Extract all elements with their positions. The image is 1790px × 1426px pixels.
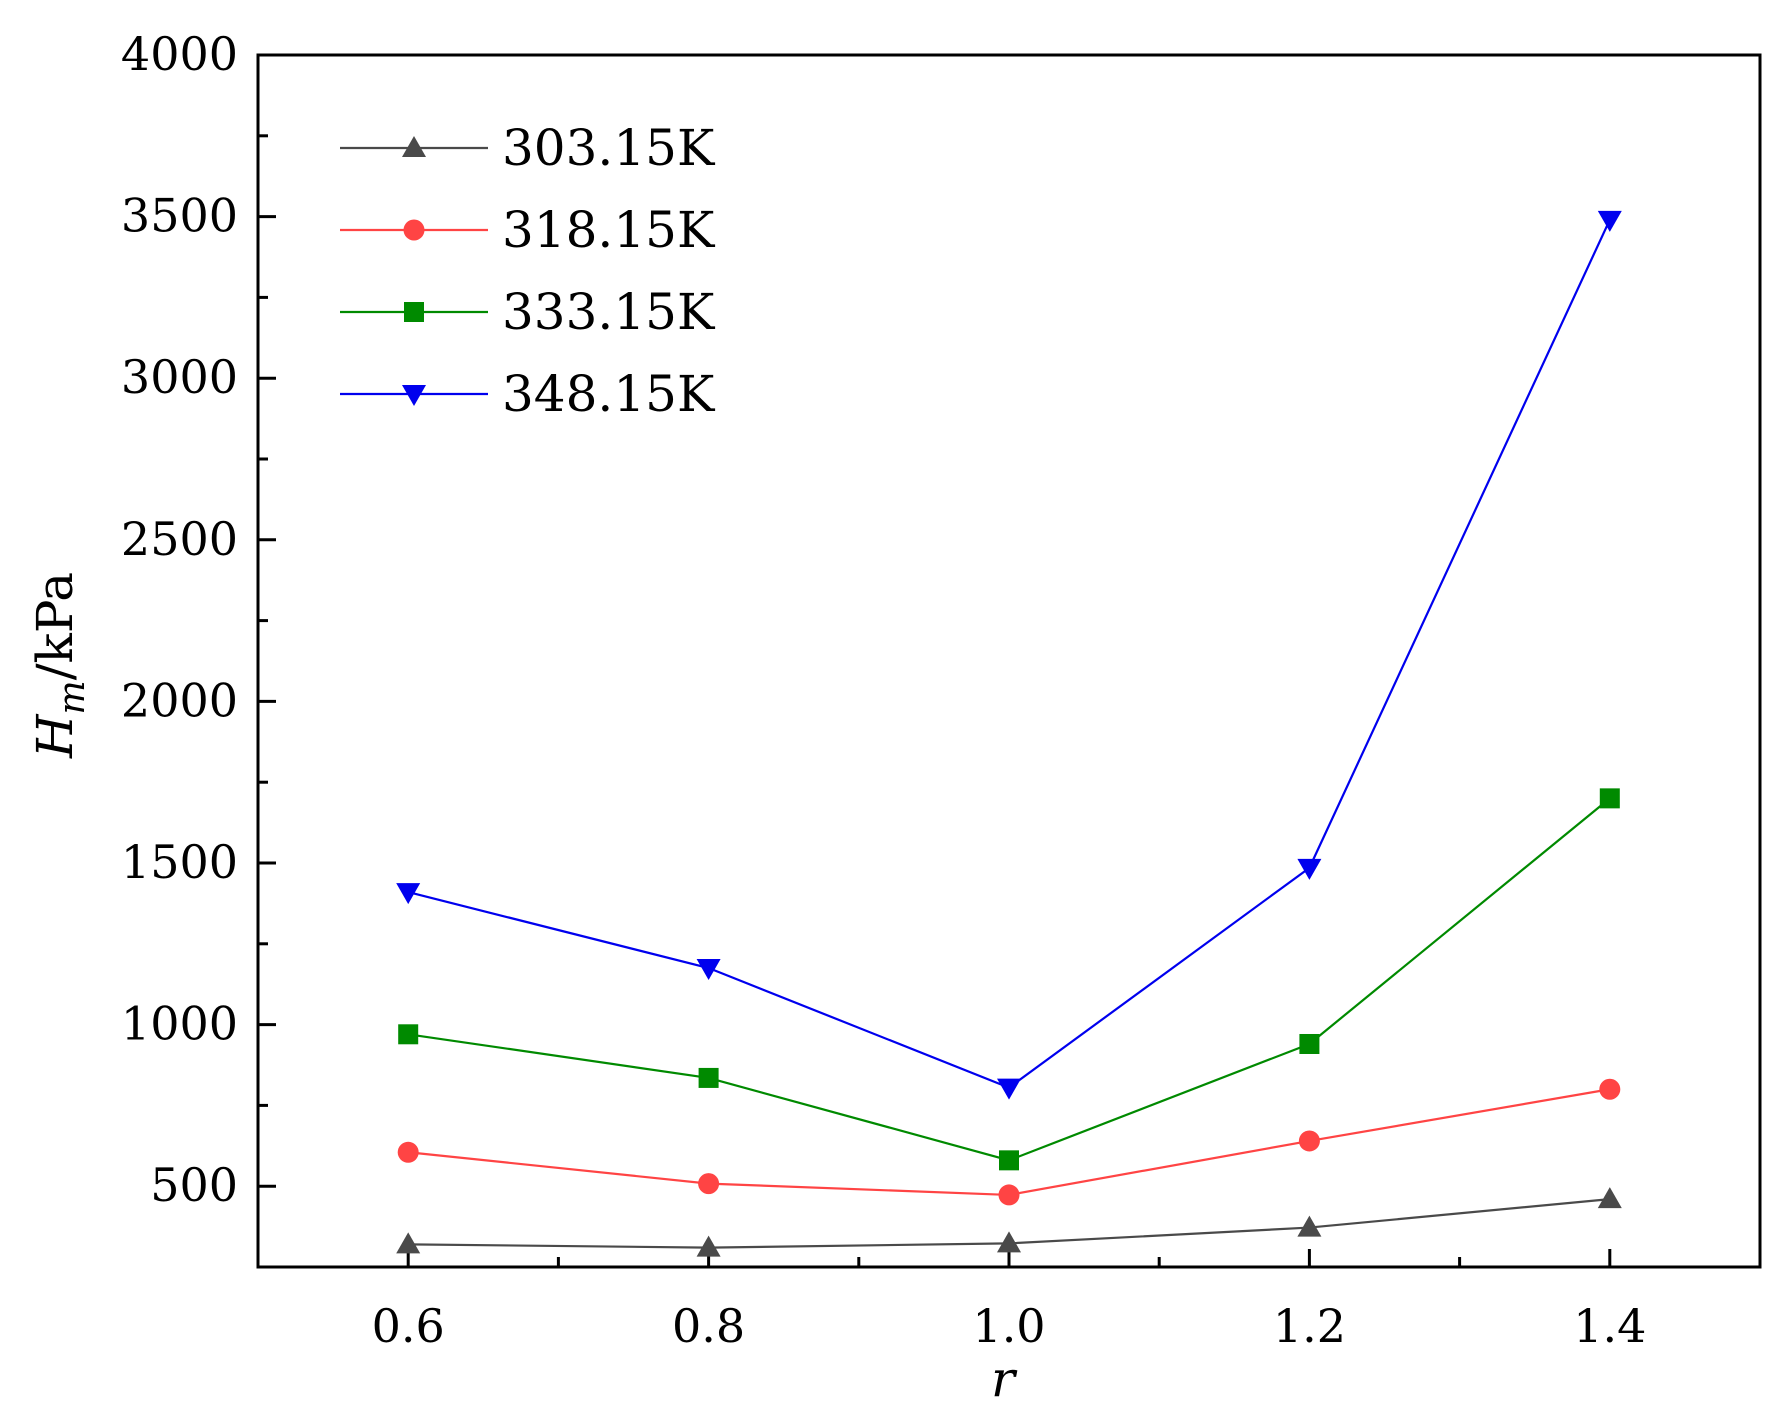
x-tick-label: 0.6 <box>372 1299 445 1353</box>
data-point <box>1599 1078 1621 1100</box>
legend-marker <box>403 219 425 241</box>
data-point <box>1299 1033 1320 1054</box>
legend-label: 303.15K <box>502 119 716 177</box>
legend-marker <box>402 136 426 157</box>
y-tick-label: 2000 <box>121 673 238 727</box>
legend-item: 318.15K <box>340 201 716 259</box>
series-333.15K <box>398 788 1620 1171</box>
data-point <box>1599 788 1620 809</box>
legend-marker <box>402 385 426 406</box>
series-line <box>408 797 1611 1162</box>
x-axis-title: r <box>991 1350 1018 1408</box>
data-point <box>1297 1215 1322 1237</box>
y-tick-label: 2500 <box>121 512 238 566</box>
data-point <box>1298 1130 1320 1152</box>
series-318.15K <box>397 1078 1621 1206</box>
data-point <box>1597 1187 1622 1209</box>
legend-label: 333.15K <box>502 283 716 341</box>
series-303.15K <box>396 1187 1622 1257</box>
data-point <box>997 1078 1021 1100</box>
legend-item: 303.15K <box>340 119 716 177</box>
data-point <box>999 1150 1019 1171</box>
x-tick-label: 1.4 <box>1573 1299 1646 1353</box>
legend-item: 333.15K <box>340 283 716 341</box>
data-point <box>398 1024 419 1045</box>
y-tick-label: 500 <box>150 1158 238 1212</box>
data-point <box>698 1067 719 1088</box>
data-point <box>997 1231 1021 1253</box>
y-axis-title-sub: m <box>52 680 93 714</box>
data-point <box>696 1235 721 1257</box>
data-point <box>696 959 721 981</box>
y-axis-title: Hm/kPa <box>26 572 93 759</box>
y-tick-label: 3000 <box>121 350 238 404</box>
series-line <box>407 219 1611 1089</box>
data-point <box>396 1232 421 1254</box>
data-point <box>1297 858 1322 880</box>
y-tick-label: 4000 <box>121 27 238 81</box>
y-tick-label: 1500 <box>121 835 238 889</box>
x-tick-label: 0.8 <box>672 1299 745 1353</box>
data-point <box>1597 210 1622 232</box>
data-point <box>397 1141 419 1163</box>
legend-marker <box>404 302 424 322</box>
x-tick-label: 1.2 <box>1273 1299 1346 1353</box>
series-348.15K <box>396 210 1622 1100</box>
data-point <box>698 1173 720 1195</box>
x-tick-label: 1.0 <box>972 1299 1045 1353</box>
legend-label: 318.15K <box>502 201 716 259</box>
y-tick-label: 3500 <box>121 189 238 243</box>
axes: 0.6 0.8 1.0 1.2 1.4 500 1000 1500 2000 2500 3000 35… <box>121 27 1762 1353</box>
legend-label: 348.15K <box>502 365 716 423</box>
series-layer <box>396 210 1622 1257</box>
data-point <box>998 1184 1020 1206</box>
legend: 303.15K 318.15K 333.15K 348.15K <box>340 119 716 423</box>
data-point <box>396 883 421 905</box>
y-axis-title-main: H <box>26 713 84 759</box>
y-axis-title-unit: /kPa <box>26 572 84 680</box>
y-tick-label: 1000 <box>121 997 238 1051</box>
legend-item: 348.15K <box>340 365 716 423</box>
series-line <box>408 1088 1610 1197</box>
